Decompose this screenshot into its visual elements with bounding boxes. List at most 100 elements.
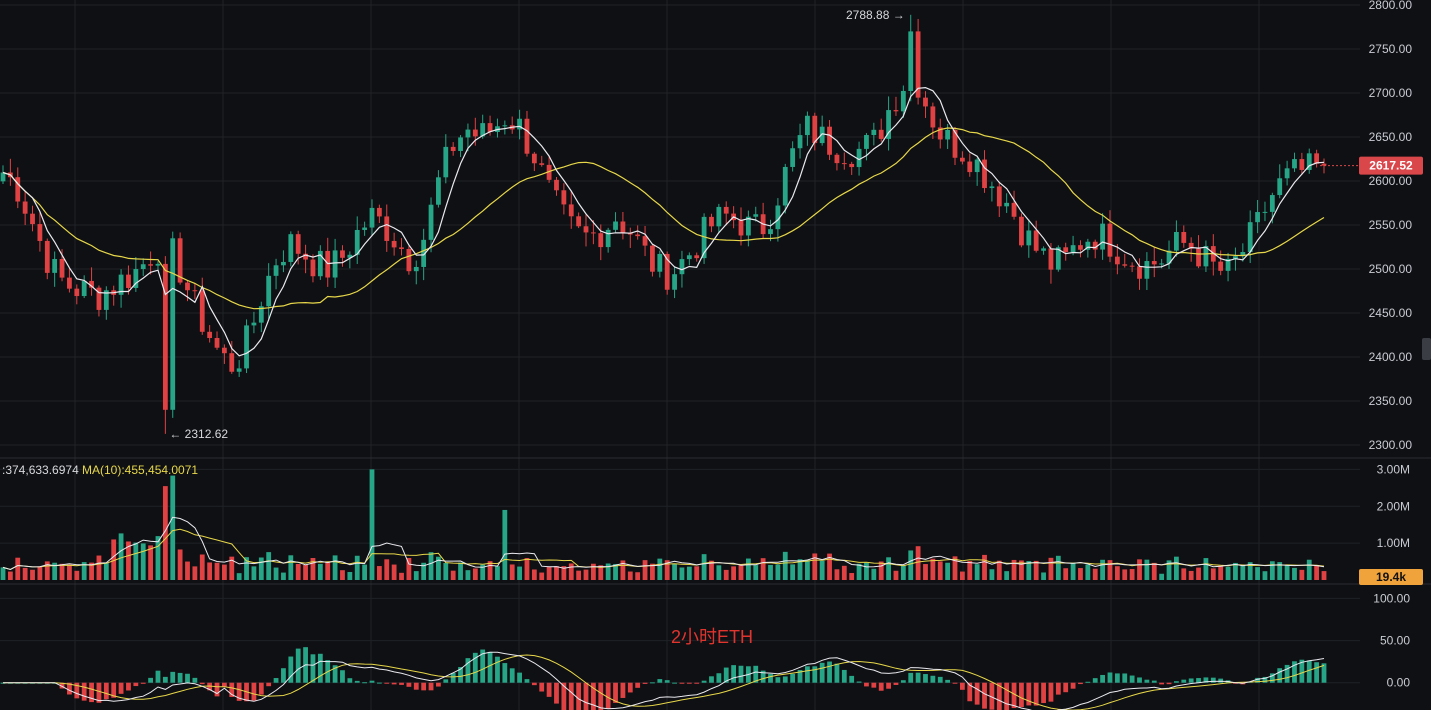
oscillator-bar — [1033, 682, 1039, 706]
candle-body — [376, 207, 382, 217]
candle-body — [1269, 195, 1275, 212]
candle-body — [303, 253, 308, 260]
oscillator-bar — [723, 667, 729, 683]
scroll-handle[interactable] — [1422, 338, 1431, 360]
candle-body — [790, 148, 796, 167]
candle-body — [229, 353, 235, 372]
candle-body — [74, 288, 80, 297]
candle-body — [67, 277, 72, 289]
oscillator-bar — [22, 682, 28, 684]
oscillator-bar — [1048, 682, 1054, 702]
candle-body — [864, 135, 869, 149]
oscillator-bar — [406, 682, 412, 687]
candle-body — [923, 97, 928, 107]
candle-body — [893, 110, 899, 112]
oscillator-bar — [1055, 682, 1061, 695]
volume-bar — [1247, 562, 1253, 580]
oscillator-bar — [531, 682, 537, 686]
volume-bar — [303, 564, 308, 580]
candle-body — [1137, 266, 1142, 279]
volume-bar — [0, 567, 6, 580]
candle-body — [332, 250, 338, 278]
candle-body — [915, 31, 921, 98]
oscillator-bar — [1063, 682, 1069, 693]
oscillator-bar — [701, 680, 707, 683]
candle-body — [81, 280, 87, 297]
volume-bar — [531, 569, 537, 580]
oscillator-bar — [1085, 681, 1091, 683]
candle-body — [436, 177, 441, 205]
oscillator-bar — [886, 682, 891, 689]
volume-bar — [1137, 559, 1142, 580]
volume-bar — [1306, 559, 1312, 580]
volume-bar — [317, 563, 323, 580]
candle-body — [52, 259, 58, 273]
oscillator-bar — [177, 672, 183, 683]
oscillator-tick-label: 100.00 — [1373, 591, 1410, 605]
volume-bar — [605, 563, 611, 580]
candle-body — [96, 287, 102, 310]
candle-body — [1277, 178, 1283, 196]
volume-bar — [642, 560, 648, 580]
volume-bar — [745, 558, 751, 580]
oscillator-tick-label: 50.00 — [1380, 634, 1410, 648]
candle-body — [384, 216, 390, 241]
volume-bar — [288, 555, 294, 580]
oscillator-bar — [1122, 673, 1128, 683]
candle-body — [635, 234, 641, 237]
volume-bar — [81, 562, 87, 580]
candle-body — [1247, 222, 1253, 253]
oscillator-bar — [782, 676, 788, 683]
candle-body — [1078, 245, 1083, 250]
oscillator-bar — [1196, 678, 1201, 683]
candle-body — [834, 154, 840, 164]
volume-bar — [207, 562, 213, 580]
candle-body — [819, 126, 825, 144]
candle-body — [443, 146, 449, 178]
candle-body — [362, 227, 368, 230]
oscillator-bar — [1159, 682, 1165, 685]
volume-bar — [959, 571, 965, 580]
volume-bar — [583, 569, 589, 580]
oscillator-bar — [207, 682, 213, 691]
oscillator-bar — [288, 656, 294, 683]
oscillator-bar — [827, 661, 832, 683]
candle-body — [1174, 231, 1179, 251]
candle-body — [1255, 212, 1260, 223]
volume-bar — [185, 561, 190, 580]
oscillator-bar — [982, 682, 987, 709]
oscillator-bar — [295, 648, 301, 683]
oscillator-bar — [413, 682, 419, 690]
candle-body — [679, 259, 685, 275]
oscillator-bar — [236, 682, 242, 701]
volume-tick-label: 2.00M — [1377, 499, 1410, 513]
candle-body — [664, 253, 670, 290]
volume-bar — [738, 564, 744, 580]
candle-body — [192, 290, 198, 292]
volume-bar — [362, 564, 368, 580]
candle-body — [1284, 168, 1290, 179]
volume-bar — [244, 557, 249, 580]
candle-body — [399, 247, 404, 249]
oscillator-bar — [1129, 675, 1135, 683]
volume-bar — [893, 570, 899, 580]
candle-body — [155, 263, 161, 266]
volume-bar — [974, 564, 980, 580]
volume-bar — [1233, 562, 1238, 580]
volume-bar — [679, 567, 685, 580]
oscillator-bar — [864, 682, 869, 687]
candle-body — [207, 331, 213, 339]
oscillator-bar — [1284, 664, 1290, 683]
volume-bar — [192, 566, 198, 580]
oscillator-bar — [465, 658, 471, 683]
candle-body — [738, 220, 744, 236]
oscillator-bar — [369, 680, 375, 683]
candle-body — [1181, 231, 1187, 243]
volume-bar — [834, 569, 840, 580]
oscillator-main-line — [3, 651, 1325, 710]
oscillator-bar — [140, 682, 146, 684]
oscillator-bar — [1277, 668, 1283, 683]
